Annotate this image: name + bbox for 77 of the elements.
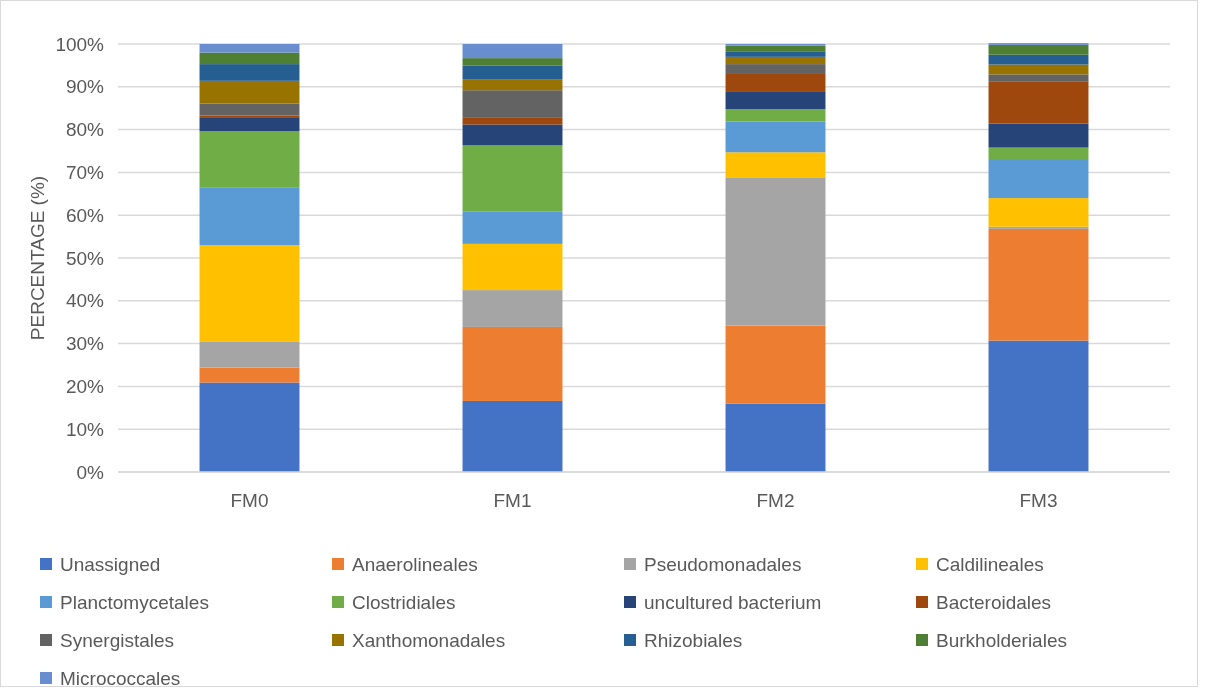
bar [725, 56, 826, 65]
x-tick-label: FM0 [230, 490, 269, 511]
bar [725, 109, 826, 122]
bar [462, 65, 563, 80]
legend-label: Burkholderiales [936, 629, 1067, 651]
bar [199, 44, 300, 53]
legend-label: Synergistales [60, 629, 175, 651]
legend-label: Pseudomonadales [644, 553, 802, 575]
bar [988, 123, 1089, 148]
bar [725, 152, 826, 178]
bar [988, 226, 1089, 229]
y-tick-label: 90% [65, 76, 105, 98]
bar [462, 211, 563, 244]
y-tick-label: 80% [65, 119, 105, 141]
legend-label: Planctomycetales [60, 591, 209, 613]
x-tick-label: FM2 [756, 490, 795, 511]
bar [988, 159, 1089, 199]
bar [725, 325, 826, 404]
bar [725, 51, 826, 57]
bar [988, 81, 1089, 124]
bar [462, 124, 563, 146]
y-tick-label: 70% [65, 162, 105, 184]
bar [462, 290, 563, 327]
bar [462, 58, 563, 66]
bar [462, 90, 563, 118]
legend-label: Micrococcales [60, 667, 181, 689]
bar [199, 382, 300, 472]
legend-label: Unassigned [60, 553, 161, 575]
bar [725, 73, 826, 92]
bar [462, 243, 563, 291]
y-tick-label: 30% [65, 333, 105, 355]
bar [725, 121, 826, 153]
bar [199, 103, 300, 116]
bar [462, 326, 563, 401]
bar [462, 79, 563, 91]
bar [988, 74, 1089, 82]
bar [988, 54, 1089, 65]
bar [199, 341, 300, 368]
bar [725, 64, 826, 74]
legend-label: Caldilineales [936, 553, 1044, 575]
bar [988, 198, 1089, 227]
y-tick-label: 40% [65, 290, 105, 312]
bar [725, 403, 826, 472]
y-tick-label: 20% [65, 376, 105, 398]
y-tick-label: 10% [65, 418, 105, 440]
y-tick-label: 0% [76, 461, 105, 483]
bar [199, 64, 300, 81]
bar [199, 117, 300, 132]
bar [462, 117, 563, 125]
legend-label: Bacteroidales [936, 591, 1052, 613]
bar [199, 367, 300, 383]
bar [199, 187, 300, 246]
bar [462, 145, 563, 212]
bar [725, 177, 826, 326]
bar [988, 340, 1089, 472]
y-tick-label: 50% [65, 247, 105, 269]
bar [199, 80, 300, 104]
bar [988, 64, 1089, 75]
legend-label: Anaerolineales [352, 553, 478, 575]
bar [988, 44, 1089, 55]
x-tick-label: FM3 [1019, 490, 1058, 511]
bar [462, 400, 563, 472]
bar [199, 131, 300, 188]
bar [988, 147, 1089, 160]
bar [725, 91, 826, 110]
x-tick-label: FM1 [493, 490, 532, 511]
y-tick-label: 60% [65, 204, 105, 226]
legend-label: Clostridiales [352, 591, 456, 613]
bar [462, 44, 563, 59]
bar [988, 228, 1089, 341]
bar [199, 52, 300, 65]
legend-label: Rhizobiales [644, 629, 743, 651]
legend-label: Xanthomonadales [352, 629, 506, 651]
legend-label: uncultured bacterium [644, 591, 822, 613]
bar [199, 245, 300, 342]
y-tick-label: 100% [55, 33, 105, 55]
y-axis-title: PERCENTAGE (%) [27, 175, 48, 341]
